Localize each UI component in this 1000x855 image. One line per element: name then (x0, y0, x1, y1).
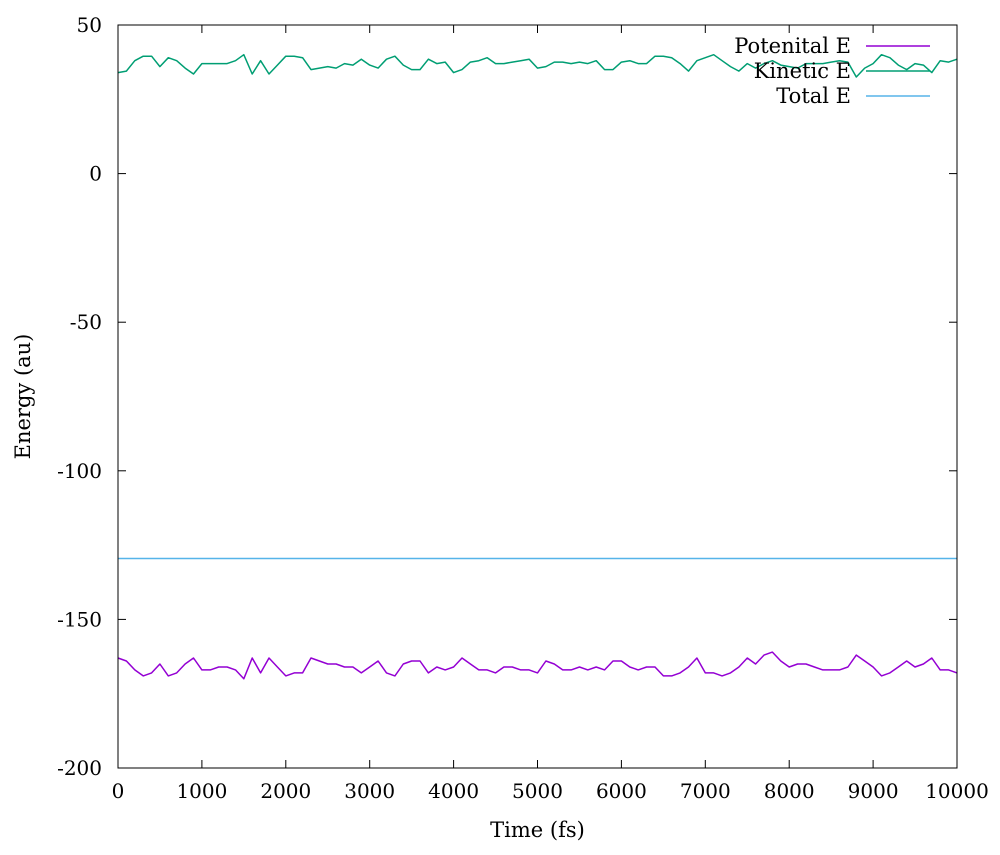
x-tick-label: 3000 (344, 779, 395, 803)
x-tick-label: 5000 (512, 779, 563, 803)
x-tick-label: 4000 (428, 779, 479, 803)
y-tick-label: -50 (70, 310, 102, 334)
x-tick-label: 2000 (260, 779, 311, 803)
plot-frame (117, 24, 958, 769)
x-tick-label: 8000 (764, 779, 815, 803)
x-tick-label: 9000 (848, 779, 899, 803)
y-tick-label: 50 (77, 13, 102, 37)
x-tick-label: 7000 (680, 779, 731, 803)
y-tick-label: -200 (57, 756, 102, 780)
x-tick-label: 0 (112, 779, 125, 803)
series-line-kinetic-e (117, 53, 958, 78)
x-axis-title: Time (fs) (490, 818, 585, 842)
y-axis-title: Energy (au) (11, 334, 35, 460)
y-tick-label: 0 (89, 162, 102, 186)
x-tick-label: 10000 (925, 779, 989, 803)
y-tick-label: -100 (57, 459, 102, 483)
legend-label-total-e: Total E (776, 84, 851, 108)
series-layer (117, 53, 958, 680)
ticks-layer: 0 1000 2000 3000 4000 5000 6000 7000 8000 9000 100… (57, 13, 989, 803)
legend-label-potenital-e: Potenital E (734, 34, 851, 58)
x-tick-label: 1000 (176, 779, 227, 803)
x-tick-label: 6000 (596, 779, 647, 803)
series-line-potenital-e (117, 651, 958, 680)
y-tick-label: -150 (57, 607, 102, 631)
legend-label-kinetic-e: Kinetic E (754, 59, 851, 83)
